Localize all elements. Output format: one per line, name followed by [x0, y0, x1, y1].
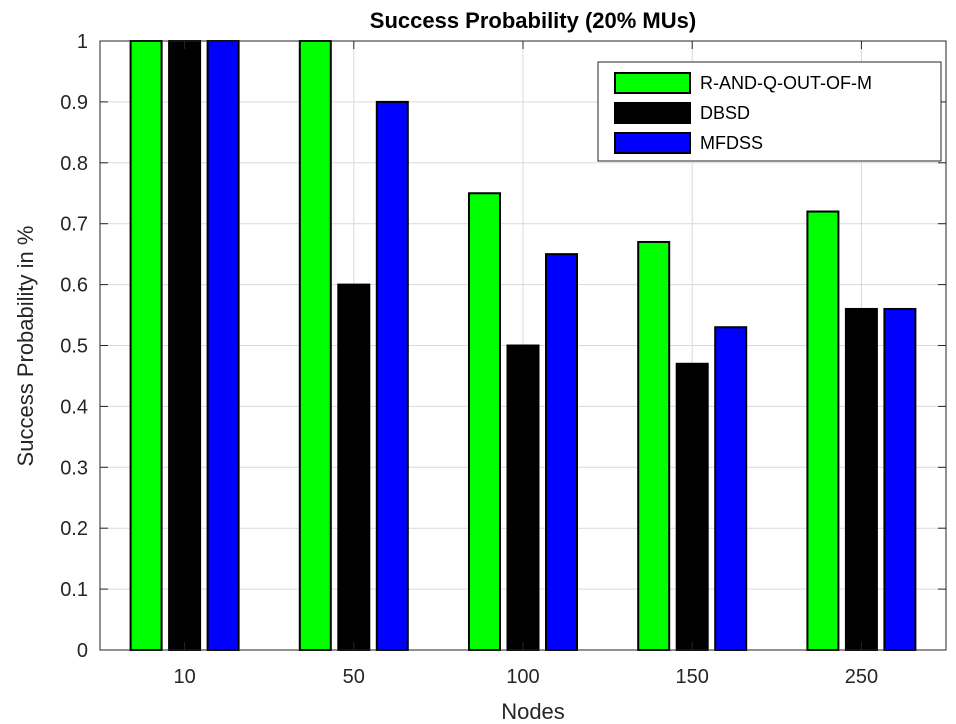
legend-label: DBSD — [700, 103, 750, 123]
bar-r-and-q-out-of-m-150 — [637, 240, 671, 651]
bar-dbsd-10 — [168, 40, 202, 651]
legend: R-AND-Q-OUT-OF-M DBSD MFDSS — [597, 61, 942, 162]
y-tick-label: 0.7 — [60, 214, 88, 236]
axis-ticks — [100, 40, 946, 651]
y-tick-label: 1 — [77, 31, 88, 53]
bar-r-and-q-out-of-m-100 — [468, 192, 501, 651]
bar-dbsd-150 — [675, 362, 709, 651]
legend-swatch — [614, 132, 691, 154]
y-tick-label: 0.3 — [60, 457, 88, 479]
bar-dbsd-250 — [844, 307, 878, 651]
legend-swatch — [614, 72, 691, 94]
chart-title: Success Probability (20% MUs) — [370, 8, 696, 33]
x-tick-label: 100 — [506, 666, 539, 688]
y-tick-label: 0.9 — [60, 92, 88, 114]
bar-dbsd-100 — [506, 344, 540, 651]
legend-items: R-AND-Q-OUT-OF-M DBSD MFDSS — [614, 72, 872, 154]
bar-mfdss-150 — [714, 326, 748, 651]
x-axis-label: Nodes — [501, 699, 565, 724]
legend-label: MFDSS — [700, 133, 763, 153]
y-tick-label: 0.4 — [60, 396, 88, 418]
y-axis-label: Success Probability in % — [13, 226, 38, 467]
bar-dbsd-50 — [337, 283, 371, 651]
y-tick-label: 0 — [77, 640, 88, 662]
x-tick-label: 50 — [343, 666, 365, 688]
bars — [129, 40, 917, 652]
bar-mfdss-100 — [545, 253, 578, 651]
y-tick-label: 0.5 — [60, 336, 88, 358]
y-tick-label: 0.6 — [60, 275, 88, 297]
bar-r-and-q-out-of-m-250 — [806, 210, 840, 652]
x-tick-label: 150 — [676, 666, 709, 688]
bar-mfdss-250 — [883, 307, 917, 651]
x-tick-label: 10 — [173, 666, 195, 688]
y-tick-labels: 0 0.1 0.2 0.3 0.4 0.5 0.6 0.7 0.8 0.9 1 — [60, 31, 88, 662]
y-tick-label: 0.2 — [60, 518, 88, 540]
legend-label: R-AND-Q-OUT-OF-M — [700, 73, 872, 93]
bar-r-and-q-out-of-m-10 — [129, 40, 163, 651]
x-tick-label: 250 — [845, 666, 878, 688]
x-tick-labels: 10 50 100 150 250 — [173, 666, 878, 688]
y-tick-label: 0.8 — [60, 153, 88, 175]
bar-r-and-q-out-of-m-50 — [298, 40, 332, 651]
legend-swatch — [614, 102, 691, 124]
bar-mfdss-10 — [206, 40, 240, 651]
bar-mfdss-50 — [375, 100, 409, 651]
y-tick-label: 0.1 — [60, 579, 88, 601]
